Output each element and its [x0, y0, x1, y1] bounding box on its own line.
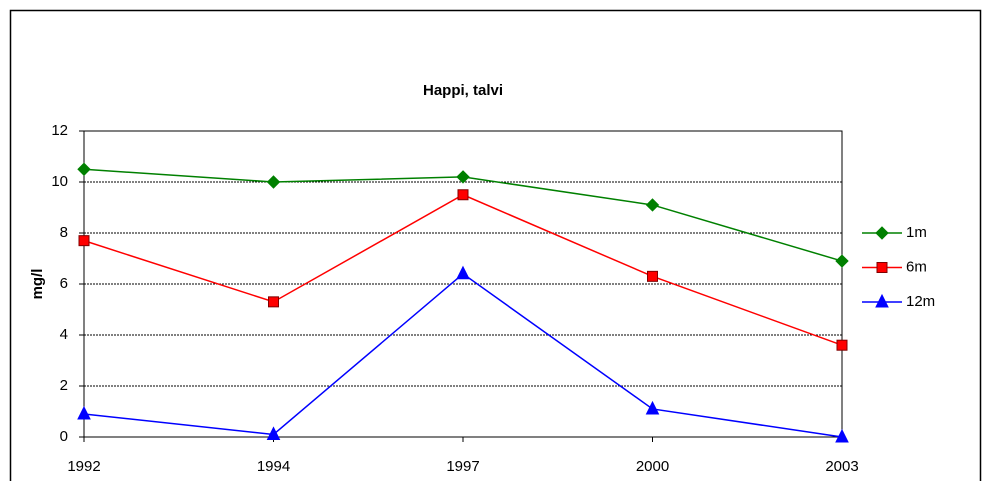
- marker: [645, 400, 660, 415]
- x-tick-label: 2000: [636, 458, 669, 475]
- marker: [835, 428, 849, 443]
- y-tick-label: 0: [60, 428, 68, 445]
- x-tick-label: 1997: [446, 458, 479, 475]
- y-axis-label: mg/l: [29, 269, 46, 300]
- legend-label: 1m: [906, 224, 927, 241]
- chart-title: Happi, talvi: [423, 82, 503, 99]
- marker: [77, 162, 91, 176]
- marker: [266, 175, 281, 189]
- y-tick-label: 6: [60, 275, 68, 292]
- marker: [875, 226, 889, 240]
- marker: [266, 426, 281, 440]
- y-tick-label: 8: [60, 224, 68, 241]
- marker: [456, 265, 470, 280]
- y-tick-label: 12: [51, 122, 68, 139]
- marker: [77, 405, 91, 420]
- marker: [835, 254, 849, 268]
- y-tick-label: 2: [60, 377, 68, 394]
- marker: [836, 339, 848, 351]
- marker: [647, 270, 658, 282]
- marker: [457, 189, 469, 201]
- x-tick-label: 1992: [67, 458, 100, 475]
- marker: [876, 262, 888, 273]
- legend-label: 6m: [906, 258, 927, 275]
- x-tick-label: 2003: [825, 458, 858, 475]
- marker: [268, 296, 279, 308]
- marker: [875, 293, 889, 308]
- legend-label: 12m: [906, 293, 935, 310]
- x-tick-label: 1994: [257, 458, 290, 475]
- y-tick-label: 4: [60, 326, 68, 343]
- marker: [456, 170, 470, 184]
- marker: [78, 235, 90, 247]
- marker: [645, 198, 660, 212]
- y-tick-label: 10: [51, 173, 68, 190]
